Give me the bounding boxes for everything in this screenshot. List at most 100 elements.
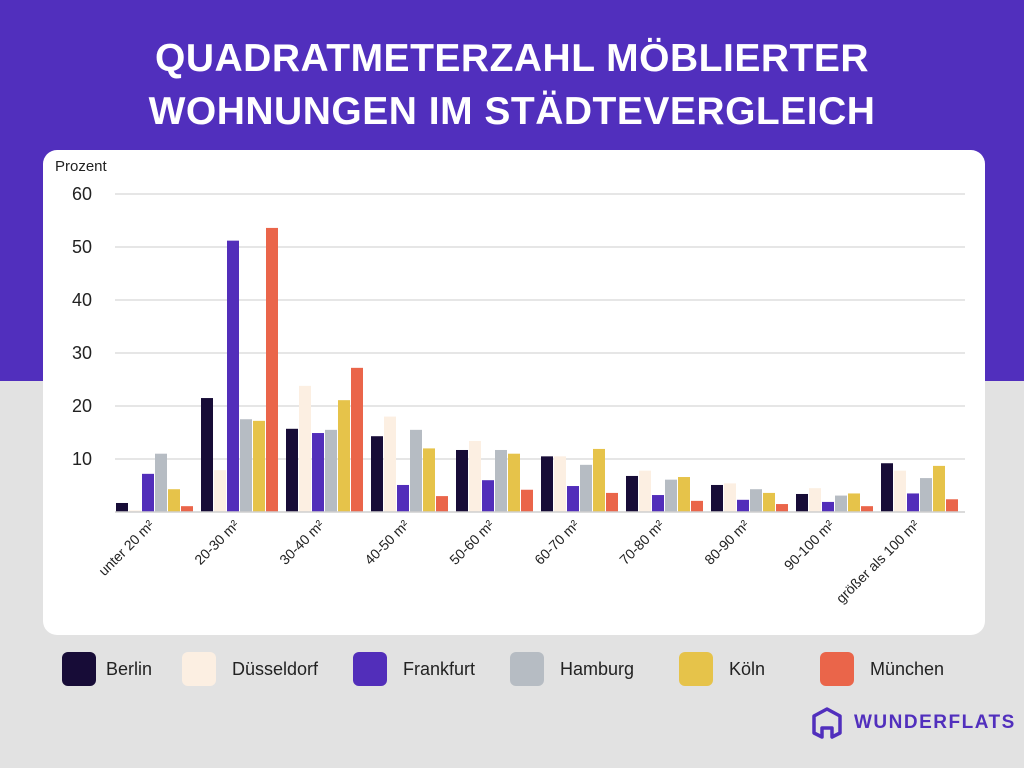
bar-frankfurt-0 <box>142 473 154 512</box>
bar-düsseldorf-3 <box>384 416 396 512</box>
bar-berlin-7 <box>711 484 723 512</box>
bar-hamburg-6 <box>665 479 677 512</box>
bar-hamburg-5 <box>580 464 592 512</box>
legend-label: München <box>870 658 945 679</box>
bar-münchen-8 <box>861 506 873 512</box>
bar-köln-5 <box>593 448 605 512</box>
y-axis-label: Prozent <box>55 158 108 175</box>
x-tick-label: 20-30 m² <box>191 517 242 568</box>
bar-hamburg-1 <box>240 419 252 512</box>
legend-item-düsseldorf: Düsseldorf <box>182 652 318 686</box>
chart-card <box>43 150 985 635</box>
bar-münchen-5 <box>606 492 618 512</box>
brand-logo: WUNDERFLATS <box>810 706 1016 740</box>
x-tick-label: 50-60 m² <box>446 517 497 568</box>
x-tick-label: 80-90 m² <box>701 517 752 568</box>
bar-hamburg-7 <box>750 489 762 512</box>
bar-köln-2 <box>338 400 350 512</box>
bar-düsseldorf-1 <box>214 470 226 512</box>
bar-berlin-5 <box>541 456 553 512</box>
bar-berlin-2 <box>286 428 298 512</box>
legend-item-berlin: Berlin <box>62 652 152 686</box>
title-line-2: WOHNUNGEN IM STÄDTEVERGLEICH <box>148 90 876 133</box>
legend-item-münchen: München <box>820 652 944 686</box>
y-tick-label: 40 <box>72 290 92 310</box>
bar-köln-4 <box>508 453 520 512</box>
legend-label: Hamburg <box>560 658 635 679</box>
bar-münchen-0 <box>181 506 193 512</box>
legend-swatch <box>510 652 544 686</box>
bar-köln-1 <box>253 420 265 512</box>
bar-münchen-1 <box>266 227 278 513</box>
bar-düsseldorf-4 <box>469 440 481 512</box>
bar-köln-6 <box>678 477 690 512</box>
house-logo-icon <box>812 707 842 739</box>
x-tick-label: 40-50 m² <box>361 517 412 568</box>
bar-münchen-9 <box>946 499 958 512</box>
bar-düsseldorf-8 <box>809 488 821 512</box>
bar-frankfurt-6 <box>652 495 664 512</box>
y-tick-label: 60 <box>72 184 92 204</box>
bar-berlin-6 <box>626 475 638 512</box>
bar-hamburg-0 <box>155 453 167 512</box>
y-tick-label: 20 <box>72 396 92 416</box>
bar-berlin-8 <box>796 493 808 512</box>
x-tick-label: unter 20 m² <box>95 517 157 579</box>
bar-frankfurt-9 <box>907 493 919 512</box>
bar-frankfurt-7 <box>737 499 749 512</box>
bar-düsseldorf-6 <box>639 470 651 512</box>
legend-label: Köln <box>729 658 766 679</box>
legend-label: Frankfurt <box>403 658 476 679</box>
legend-item-frankfurt: Frankfurt <box>353 652 475 686</box>
bar-berlin-1 <box>201 398 213 512</box>
bar-hamburg-3 <box>410 429 422 512</box>
bar-münchen-7 <box>776 504 788 512</box>
x-tick-label: größer als 100 m² <box>833 517 923 607</box>
legend: Berlin Düsseldorf Frankfurt Hamburg Köln Münc… <box>62 652 962 686</box>
legend-item-hamburg: Hamburg <box>510 652 634 686</box>
x-tick-label: 90-100 m² <box>781 517 838 574</box>
bar-frankfurt-3 <box>397 484 409 512</box>
y-tick-label: 50 <box>72 237 92 257</box>
bar-düsseldorf-0 <box>129 510 141 512</box>
bar-frankfurt-1 <box>227 240 239 512</box>
bar-köln-7 <box>763 492 775 512</box>
x-tick-label: 70-80 m² <box>616 517 667 568</box>
bar-frankfurt-2 <box>312 433 324 512</box>
bar-düsseldorf-9 <box>894 470 906 512</box>
bar-frankfurt-5 <box>567 486 579 512</box>
bar-münchen-4 <box>521 489 533 512</box>
title-line-1: QUADRATMETERZAHL MÖBLIERTER <box>154 37 869 80</box>
legend-swatch <box>353 652 387 686</box>
bar-berlin-3 <box>371 436 383 512</box>
bar-hamburg-9 <box>920 478 932 512</box>
legend-swatch <box>820 652 854 686</box>
y-tick-label: 30 <box>72 343 92 363</box>
bar-köln-0 <box>168 489 180 512</box>
chart-title: QUADRATMETERZAHL MÖBLIERTER WOHNUNGEN IM… <box>0 32 1024 138</box>
bar-hamburg-4 <box>495 449 507 512</box>
bar-berlin-4 <box>456 449 468 512</box>
bar-berlin-9 <box>881 463 893 512</box>
bar-düsseldorf-2 <box>299 385 311 512</box>
bar-düsseldorf-5 <box>554 456 566 512</box>
bar-münchen-3 <box>436 496 448 512</box>
legend-swatch <box>182 652 216 686</box>
legend-label: Berlin <box>106 658 153 679</box>
bar-köln-8 <box>848 493 860 512</box>
legend-swatch <box>62 652 96 686</box>
brand-name: WUNDERFLATS <box>854 712 1016 733</box>
bar-köln-3 <box>423 448 435 512</box>
bar-düsseldorf-7 <box>724 483 736 512</box>
legend-item-köln: Köln <box>679 652 765 686</box>
x-tick-label: 30-40 m² <box>276 517 327 568</box>
y-tick-label: 10 <box>72 449 92 469</box>
bar-münchen-6 <box>691 500 703 512</box>
bar-hamburg-8 <box>835 495 847 512</box>
legend-label: Düsseldorf <box>232 658 319 679</box>
bar-frankfurt-8 <box>822 501 834 512</box>
bar-berlin-0 <box>116 502 128 512</box>
bar-münchen-2 <box>351 367 363 512</box>
bar-frankfurt-4 <box>482 480 494 512</box>
